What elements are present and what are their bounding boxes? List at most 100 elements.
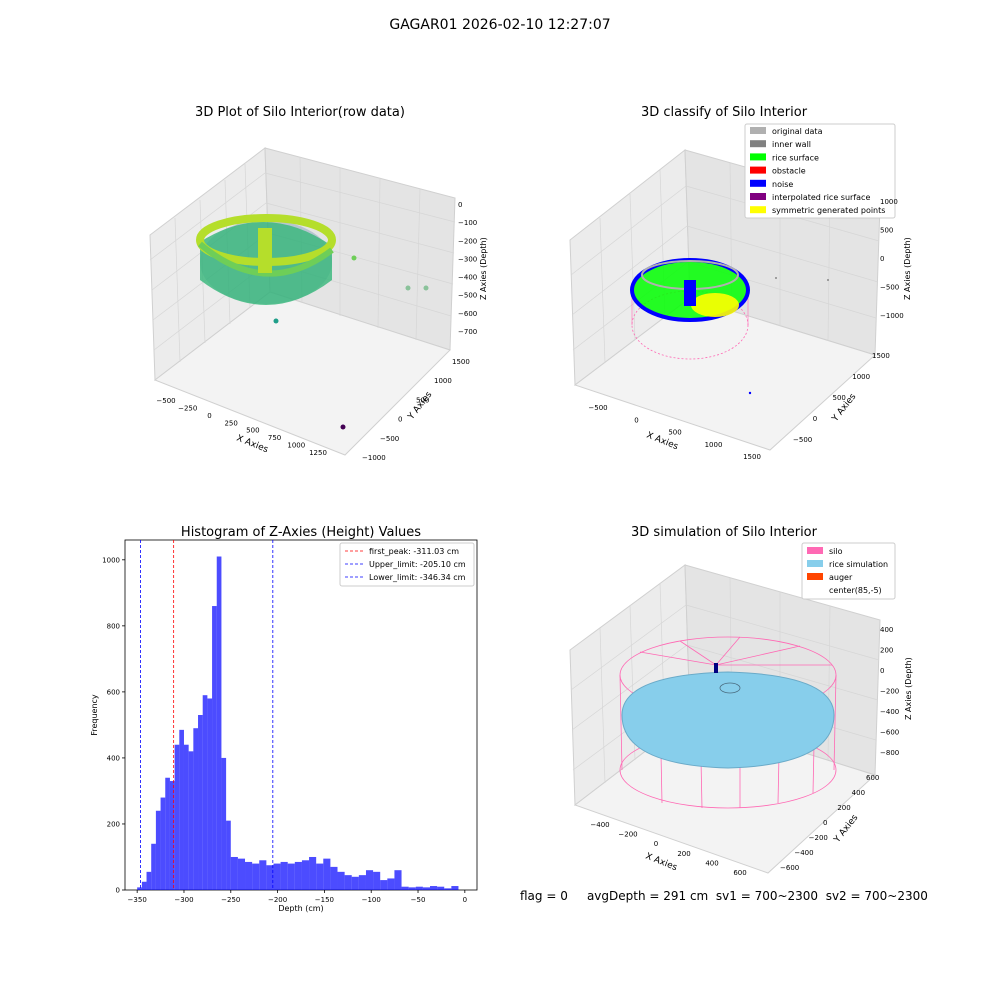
histogram-bar — [394, 870, 402, 890]
legend-color-swatch — [807, 547, 823, 554]
raw-3d-box — [149, 147, 456, 456]
simulation-z-tick-label: −200 — [880, 688, 899, 696]
histogram-bar — [408, 887, 416, 890]
raw-x-tick-label: 750 — [268, 434, 281, 442]
legend-entry-label: first_peak: -311.03 cm — [369, 547, 459, 556]
status-line: flag = 0 avgDepth = 291 cm sv1 = 700~230… — [520, 889, 928, 903]
histogram-y-tick-label: 800 — [107, 622, 120, 630]
histogram-bar — [323, 858, 331, 890]
histogram-bar — [212, 606, 217, 890]
legend-color-swatch — [750, 166, 766, 174]
raw-z-tick-label: −200 — [458, 237, 477, 245]
panel-raw-3d: 3D Plot of Silo Interior(row data) — [149, 105, 488, 462]
histogram-bar — [160, 797, 166, 890]
raw-x-tick-label: 0 — [207, 412, 211, 420]
histogram-y-axis-label: Frequency — [90, 694, 99, 736]
simulation-axis-ticks: −400−2000200400600−600−400−2000200400600… — [590, 626, 899, 877]
classify-x-tick-label: 1000 — [705, 441, 723, 449]
simulation-x-tick-label: 0 — [654, 840, 658, 848]
classify-y-tick-label: 500 — [833, 394, 846, 402]
classify-point-cloud — [630, 258, 829, 395]
classify-y-tick-label: 0 — [813, 415, 817, 423]
classify-x-tick-label: 500 — [668, 429, 681, 437]
raw-x-axis-label: X Axies — [235, 434, 270, 456]
raw-y-tick-label: −1000 — [362, 454, 386, 462]
raw-z-axis-label: Z Axies (Depth) — [479, 237, 488, 300]
histogram-bar — [344, 875, 352, 890]
status-avg-depth: avgDepth = 291 cm — [586, 889, 709, 903]
histogram-bar — [387, 878, 395, 890]
raw-y-tick-label: 500 — [416, 396, 429, 404]
legend-color-swatch — [807, 560, 823, 567]
simulation-z-tick-label: 200 — [880, 647, 893, 655]
histogram-bar — [309, 856, 317, 890]
legend-color-swatch — [807, 573, 823, 580]
raw-point-cloud — [196, 214, 429, 430]
raw-x-tick-label: 250 — [224, 419, 237, 427]
raw-axis-ticks: −500−250025050075010001250−1000−50005001… — [156, 201, 477, 462]
raw-y-tick-label: −500 — [380, 435, 399, 443]
histogram-bar — [444, 888, 452, 890]
histogram-x-tick-label: −300 — [174, 896, 193, 904]
simulation-x-tick-label: 400 — [705, 859, 718, 867]
legend-entry-label: rice simulation — [829, 560, 888, 569]
histogram-x-tick-label: −150 — [315, 896, 334, 904]
histogram-bar — [401, 886, 409, 890]
legend-entry-label: symmetric generated points — [772, 206, 885, 215]
status-sv1: sv1 = 700~2300 — [715, 889, 819, 903]
raw-x-tick-label: 1250 — [309, 449, 327, 457]
histogram-bar — [294, 861, 302, 890]
simulation-z-tick-label: 0 — [880, 667, 884, 675]
histogram-bar — [330, 866, 338, 890]
histogram-bar — [358, 875, 366, 890]
histogram-bar — [266, 865, 274, 890]
simulation-y-tick-label: −200 — [809, 834, 828, 842]
raw-x-tick-label: 1000 — [287, 442, 305, 450]
histogram-bar — [422, 887, 431, 890]
panel-classify-3d: 3D classify of Silo Interior — [569, 105, 912, 461]
status-sv2: sv2 = 700~2300 — [825, 889, 928, 903]
legend-color-swatch — [750, 153, 766, 161]
histogram-panel: Histogram of Z-Axies (Height) Values −35… — [90, 525, 478, 913]
histogram-bar — [259, 860, 267, 890]
simulation-z-axis-label: Z Axies (Depth) — [904, 657, 913, 720]
simulation-x-tick-label: 600 — [733, 869, 746, 877]
classify-z-tick-label: −1000 — [880, 312, 904, 320]
classify-y-tick-label: 1000 — [852, 373, 870, 381]
legend-color-swatch — [750, 140, 766, 148]
legend-color-swatch — [750, 193, 766, 200]
raw-y-tick-label: 1000 — [434, 377, 452, 385]
simulation-x-tick-label: −400 — [590, 821, 609, 829]
raw-panel-title: 3D Plot of Silo Interior(row data) — [195, 105, 405, 120]
histogram-bar — [451, 886, 459, 890]
histogram-bar — [230, 856, 238, 890]
raw-z-tick-label: −500 — [458, 292, 477, 300]
histogram-y-tick-label: 200 — [107, 820, 120, 828]
classify-z-axis-label: Z Axies (Depth) — [903, 237, 912, 300]
simulation-x-axis-label: X Axies — [644, 852, 679, 874]
histogram-bar — [202, 695, 208, 890]
legend-entry-label: silo — [829, 547, 843, 556]
histogram-bar — [169, 781, 175, 890]
raw-y-tick-label: 0 — [398, 416, 402, 424]
histogram-x-tick-label: −250 — [221, 896, 240, 904]
legend-entry-label: interpolated rice surface — [772, 193, 870, 202]
histogram-bar — [216, 556, 222, 890]
simulation-z-tick-label: −600 — [880, 729, 899, 737]
simulation-y-tick-label: 600 — [866, 774, 879, 782]
histogram-bars — [137, 556, 459, 890]
histogram-bar — [365, 870, 374, 890]
histogram-bar — [316, 863, 324, 890]
histogram-bar — [155, 810, 161, 890]
figure-title: GAGAR01 2026-02-10 12:27:07 — [389, 17, 611, 33]
histogram-y-tick-label: 400 — [107, 754, 120, 762]
histogram-bar — [174, 744, 180, 890]
simulation-z-tick-label: −400 — [880, 708, 899, 716]
histogram-y-tick-label: 600 — [107, 688, 120, 696]
simulation-y-tick-label: −400 — [794, 849, 813, 857]
simulation-z-tick-label: −800 — [880, 749, 899, 757]
raw-x-tick-label: 500 — [246, 427, 259, 435]
classify-x-tick-label: 1500 — [743, 453, 761, 461]
raw-z-tick-label: −700 — [458, 328, 477, 336]
histogram-bar — [141, 881, 147, 890]
